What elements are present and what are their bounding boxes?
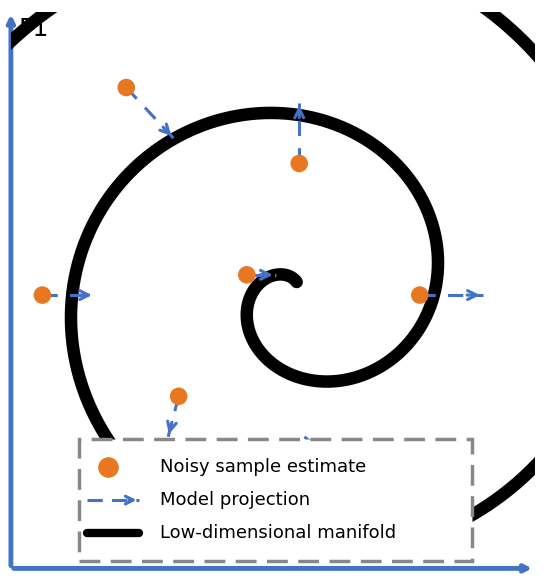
Text: Model projection: Model projection	[161, 491, 311, 509]
Point	[104, 462, 112, 472]
Point	[416, 291, 424, 300]
Point	[242, 270, 251, 280]
Text: Noisy sample estimate: Noisy sample estimate	[161, 458, 366, 476]
Point	[174, 392, 183, 401]
Text: F1: F1	[19, 17, 49, 41]
Point	[295, 159, 304, 168]
Point	[38, 291, 47, 300]
Text: Low-dimensional manifold: Low-dimensional manifold	[161, 524, 396, 542]
Point	[347, 473, 356, 482]
Point	[122, 83, 130, 92]
FancyBboxPatch shape	[79, 439, 472, 561]
